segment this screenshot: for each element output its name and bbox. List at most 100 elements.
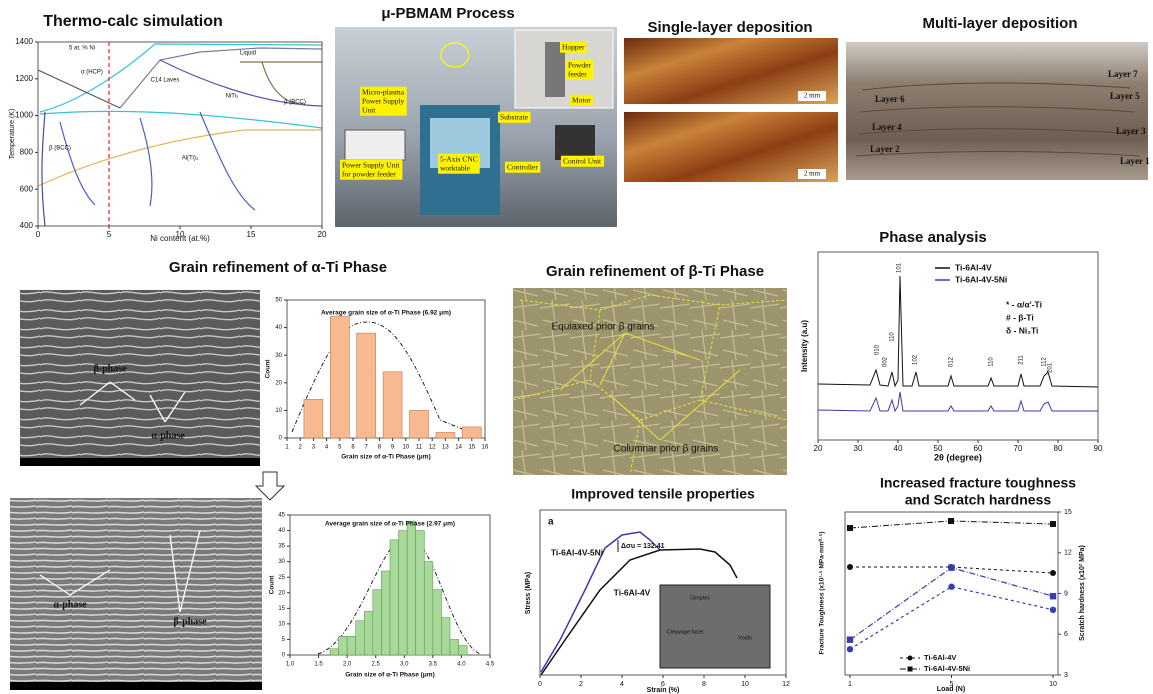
annotation: Al(Ti)₃ bbox=[182, 156, 199, 162]
callout-text: Controller bbox=[507, 163, 538, 172]
bar bbox=[462, 427, 481, 438]
sem-footer-text: x 1,000 20.0kV COMPO SEM WD 14.9mm bbox=[24, 459, 110, 464]
callout-text: feeder bbox=[568, 70, 587, 79]
annotation: β (BCC) bbox=[49, 146, 71, 152]
toughness-marker bbox=[1050, 570, 1056, 576]
y-tick-label: 400 bbox=[20, 221, 34, 230]
annotation: α (HCP) bbox=[81, 70, 103, 76]
x-tick-label: 40 bbox=[894, 444, 903, 453]
grain-label: Equiaxed prior β grains bbox=[551, 322, 654, 333]
peak-label: 110 bbox=[989, 357, 995, 367]
callout-text: Unit bbox=[362, 106, 376, 115]
x-tick-label: 70 bbox=[1014, 444, 1023, 453]
panel-title: Improved tensile properties bbox=[571, 486, 755, 502]
y2-tick-label: 9 bbox=[1064, 590, 1068, 597]
bar bbox=[433, 590, 442, 655]
bar bbox=[364, 611, 373, 655]
x-tick-label: 20 bbox=[814, 444, 823, 453]
panel-title: μ-PBMAM Process bbox=[381, 5, 514, 22]
y-axis-label: Stress (MPa) bbox=[525, 572, 532, 614]
annotation: Liquid bbox=[240, 51, 256, 57]
x-tick-label: 11 bbox=[416, 445, 423, 451]
layer-label: Layer 2 bbox=[870, 144, 900, 154]
boundary bbox=[60, 122, 95, 205]
callout-text: Motor bbox=[572, 96, 591, 105]
scale-label: 2 mm bbox=[804, 92, 821, 100]
callout-text: Control Unit bbox=[563, 157, 602, 166]
y-tick-label: 600 bbox=[20, 184, 34, 193]
inset-label: Dimples bbox=[690, 595, 710, 601]
x-tick-label: 4 bbox=[620, 681, 624, 688]
sem-image bbox=[20, 290, 260, 466]
x-tick-label: 2.0 bbox=[343, 662, 352, 668]
x-tick-label: 13 bbox=[442, 445, 449, 451]
x-tick-label: 30 bbox=[854, 444, 863, 453]
y-tick-label: 1000 bbox=[15, 111, 33, 120]
y-tick-label: 1200 bbox=[15, 74, 33, 83]
bar bbox=[357, 333, 376, 438]
x-tick-label: 80 bbox=[1054, 444, 1063, 453]
callout-text: Power Supply Unit bbox=[342, 161, 400, 170]
boundary bbox=[40, 111, 322, 128]
bar bbox=[441, 618, 450, 655]
peak-label: 101 bbox=[897, 262, 903, 273]
toughness-marker bbox=[1050, 521, 1056, 527]
phase-label: β-phase bbox=[173, 616, 207, 627]
bar bbox=[459, 646, 468, 655]
annotation: β (BCC) bbox=[284, 100, 306, 106]
y-tick-label: 20 bbox=[278, 590, 285, 596]
y2-tick-label: 6 bbox=[1064, 631, 1068, 638]
x-tick-label: 4 bbox=[325, 445, 329, 451]
x-tick-label: 5 bbox=[107, 230, 112, 239]
phase-label: β-phase bbox=[93, 363, 127, 374]
x-tick-label: 1 bbox=[848, 681, 852, 688]
callout-text: 5-Axis CNC bbox=[440, 155, 478, 164]
x-tick-label: 1.0 bbox=[286, 662, 295, 668]
layer-label: Layer 1 bbox=[1120, 156, 1150, 166]
peak-label: 002 bbox=[883, 356, 889, 367]
boundary bbox=[38, 70, 120, 108]
x-axis-label: Load (N) bbox=[937, 686, 965, 693]
x-axis-label: Strain (%) bbox=[647, 687, 680, 694]
peak-label: 110 bbox=[890, 332, 896, 342]
bar bbox=[373, 590, 382, 655]
bar bbox=[381, 571, 390, 655]
bar bbox=[356, 621, 365, 655]
bar bbox=[407, 521, 416, 655]
x-tick-label: 14 bbox=[455, 445, 462, 451]
curve-label: Ti-6Al-4V-5Ni bbox=[551, 547, 603, 557]
boundary bbox=[140, 118, 152, 206]
x-tick-label: 90 bbox=[1094, 444, 1103, 453]
sem-footer-text: x 2,500 20.0kV COMPO SEM WD 15.1mm bbox=[14, 683, 100, 688]
x-tick-label: 5 bbox=[338, 445, 342, 451]
multi-layer-photo bbox=[846, 42, 1148, 180]
y2-axis-label: Scratch hardness (x10² MPa) bbox=[1079, 545, 1086, 641]
callout-text: for powder feeder bbox=[342, 170, 396, 179]
annotation: C14 Laves bbox=[151, 78, 180, 84]
x-tick-label: 15 bbox=[247, 230, 256, 239]
peak-label: 102 bbox=[913, 354, 919, 365]
bar bbox=[416, 531, 425, 655]
key-label: # - β-Ti bbox=[1006, 312, 1034, 322]
y-tick-label: 25 bbox=[278, 575, 285, 581]
key-label: * - α/α'-Ti bbox=[1006, 299, 1042, 309]
y-tick-label: 10 bbox=[275, 408, 282, 414]
boundary bbox=[38, 130, 322, 186]
x-tick-label: 10 bbox=[741, 681, 749, 688]
x-tick-label: 2 bbox=[579, 681, 583, 688]
bar bbox=[383, 372, 402, 438]
y-tick-label: 40 bbox=[275, 325, 282, 331]
x-axis-label: Grain size of α-Ti Phase (μm) bbox=[345, 672, 434, 679]
bar bbox=[390, 540, 399, 655]
callout-text: Micro-plasma bbox=[362, 88, 405, 97]
layer-label: Layer 5 bbox=[1110, 91, 1140, 101]
bar bbox=[304, 399, 323, 438]
annotation: Δσu = 132.41 bbox=[621, 543, 665, 550]
series-line bbox=[850, 568, 1053, 640]
y-tick-label: 10 bbox=[278, 621, 285, 627]
fracture-inset bbox=[660, 585, 770, 668]
x-tick-label: 20 bbox=[318, 230, 327, 239]
x-tick-label: 2.5 bbox=[372, 662, 381, 668]
plot-frame bbox=[845, 512, 1058, 675]
y-axis-label: Intensity (a.u) bbox=[800, 320, 809, 372]
